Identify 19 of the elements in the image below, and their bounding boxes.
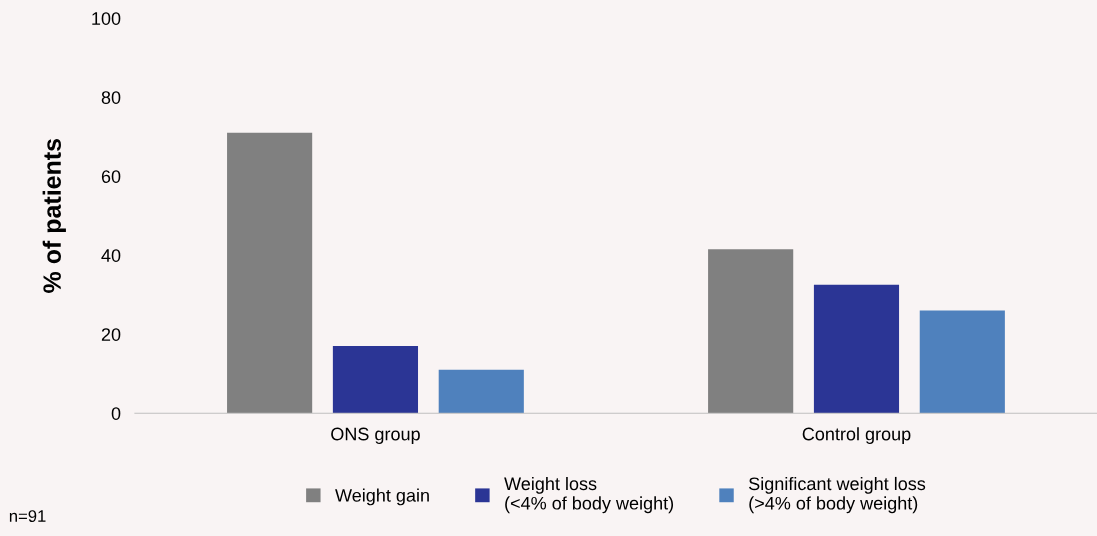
legend-label: Weight gain [335,488,429,506]
legend-label: Weight loss (<4% of body weight) [504,476,674,514]
y-tick-label: 60 [101,170,121,183]
x-tick-label: Control group [802,427,911,444]
y-tick-label: 20 [101,328,121,341]
bar [438,369,524,414]
bar [813,284,900,414]
y-tick-label: 100 [92,12,121,25]
y-tick-label: 80 [101,91,121,104]
text: n=91 [9,510,46,522]
y-tick-label: 40 [101,249,121,262]
y-tick-label: 0 [111,407,121,420]
bar [919,310,1005,414]
legend-label: Significant weight loss (>4% of body weight) [749,476,926,514]
bar [708,249,794,414]
x-tick-label: ONS group [331,427,420,444]
y-axis-title: % of patients [42,138,66,293]
bar [332,346,419,414]
bar [227,132,313,414]
